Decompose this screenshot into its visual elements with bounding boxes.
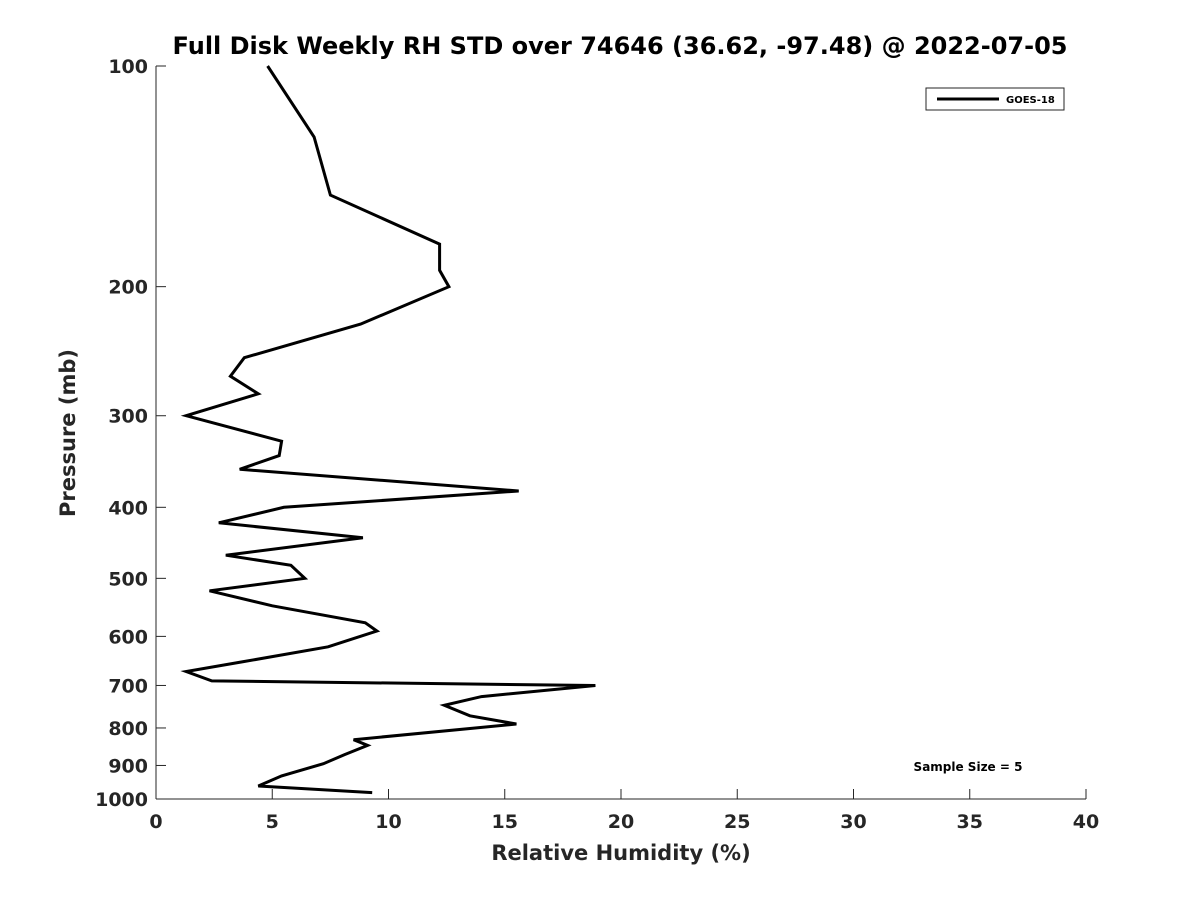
series-layer xyxy=(180,65,596,795)
x-tick-label: 15 xyxy=(492,811,518,833)
x-tick-label: 35 xyxy=(957,811,983,833)
y-tick-label: 600 xyxy=(108,626,148,648)
chart-title: Full Disk Weekly RH STD over 74646 (36.6… xyxy=(173,32,1068,60)
y-tick-label: 200 xyxy=(108,277,148,299)
y-tick-label: 300 xyxy=(108,406,148,428)
sample-size-note: Sample Size = 5 xyxy=(914,760,1023,774)
y-tick-label: 700 xyxy=(108,675,148,697)
y-tick-label: 500 xyxy=(108,568,148,590)
legend-label: GOES-18 xyxy=(1006,95,1055,106)
x-tick-label: 30 xyxy=(840,811,866,833)
x-axis-label: Relative Humidity (%) xyxy=(491,841,750,865)
tick-group: 0 5 10 15 20 25 30 35 40 100 200 300 400 500 600 700 800… xyxy=(95,56,1099,833)
y-tick-label: 800 xyxy=(108,718,148,740)
x-tick-label: 5 xyxy=(266,811,279,833)
legend: GOES-18 xyxy=(925,87,1065,111)
y-tick-label: 100 xyxy=(108,56,148,78)
y-tick-label: 400 xyxy=(108,497,148,519)
x-tick-label: 10 xyxy=(375,811,401,833)
series-line-goes-18 xyxy=(180,65,596,795)
x-tick-label: 40 xyxy=(1073,811,1099,833)
x-tick-label: 25 xyxy=(724,811,750,833)
x-tick-label: 20 xyxy=(608,811,634,833)
plot-area xyxy=(156,66,1086,799)
x-tick-label: 0 xyxy=(149,811,162,833)
y-tick-label: 900 xyxy=(108,755,148,777)
y-tick-label: 1000 xyxy=(95,789,148,811)
y-axis-label: Pressure (mb) xyxy=(56,349,80,517)
